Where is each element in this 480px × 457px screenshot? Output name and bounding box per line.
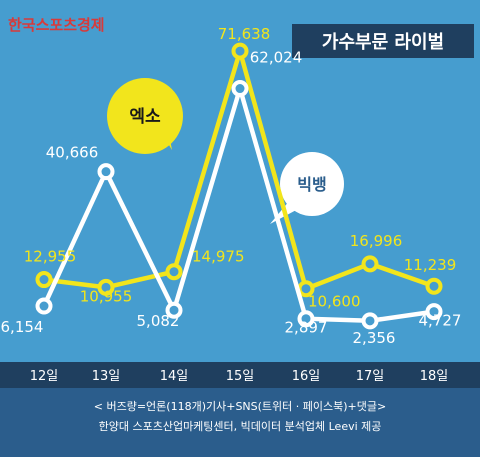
series-bigbang-data-label: 2,897 [285, 319, 328, 337]
series-bigbang-data-label: 62,024 [250, 49, 303, 67]
series-exo-data-label: 14,975 [192, 248, 245, 266]
title-box [292, 24, 474, 58]
legend-bigbang-label: 빅뱅 [297, 175, 326, 194]
series-exo-data-label: 10,600 [308, 293, 361, 311]
legend-exo-bubble: 엑소 [107, 78, 183, 154]
x-tick-label: 13일 [92, 369, 121, 384]
footnote-source: 한양대 스포츠산업마케팅센터, 빅데이터 분석업체 Leevi 제공 [99, 420, 382, 433]
x-axis-band [0, 362, 480, 388]
series-bigbang-data-label: 6,154 [1, 318, 44, 336]
footer-area [0, 388, 480, 457]
series-bigbang-point [425, 303, 443, 321]
x-axis-ticks: 12일 13일 14일 15일 16일 17일 18일 [30, 369, 449, 384]
series-bigbang-point [165, 301, 183, 319]
legend-bigbang-circle [280, 152, 344, 216]
x-tick-label: 15일 [226, 369, 255, 384]
series-exo-data-label: 71,638 [218, 25, 271, 43]
x-tick-label: 18일 [420, 369, 449, 384]
series-bigbang-data-label: 40,666 [46, 144, 99, 162]
series-exo-data-label: 11,239 [404, 256, 457, 274]
x-tick-label: 14일 [160, 369, 189, 384]
series-layer [35, 42, 443, 330]
series-bigbang-point [361, 312, 379, 330]
series-bigbang-point [297, 310, 315, 328]
series-bigbang-point [97, 163, 115, 181]
series-exo-point [361, 255, 379, 273]
series-bigbang-data-label: 5,082 [137, 312, 180, 330]
source-logo: 한국스포츠경제 [8, 16, 105, 34]
x-tick-label: 12일 [30, 369, 59, 384]
series-exo-point [165, 263, 183, 281]
series-bigbang-point [35, 297, 53, 315]
series-bigbang-point [231, 80, 249, 98]
series-exo-point [425, 277, 443, 295]
series-bigbang-data-label: 4,727 [419, 312, 462, 330]
series-exo-data-label: 10,955 [80, 287, 133, 305]
series-exo-data-label: 12,955 [24, 248, 77, 266]
x-tick-label: 16일 [292, 369, 321, 384]
series-exo-data-label: 16,996 [350, 232, 403, 250]
legend-exo-circle [107, 78, 183, 154]
series-exo-point [231, 42, 249, 60]
data-label-layer: 12,955 10,955 14,975 71,638 10,600 16,99611,2… [1, 25, 462, 347]
series-exo-point [35, 271, 53, 289]
series-exo-point [97, 278, 115, 296]
legend-exo-label: 엑소 [129, 107, 161, 127]
chart-title: 가수부문 라이벌 [322, 32, 444, 53]
x-tick-label: 17일 [356, 369, 385, 384]
footnote-definition: < 버즈량=언론(118개)기사+SNS(트위터 · 페이스북)+댓글> [94, 400, 386, 413]
series-bigbang-data-label: 2,356 [353, 329, 396, 347]
